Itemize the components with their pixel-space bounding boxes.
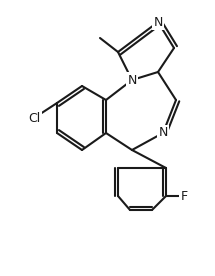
Text: F: F <box>180 190 187 203</box>
Text: N: N <box>127 73 137 86</box>
Text: N: N <box>153 15 163 28</box>
Text: N: N <box>158 126 168 139</box>
Text: Cl: Cl <box>28 112 40 124</box>
